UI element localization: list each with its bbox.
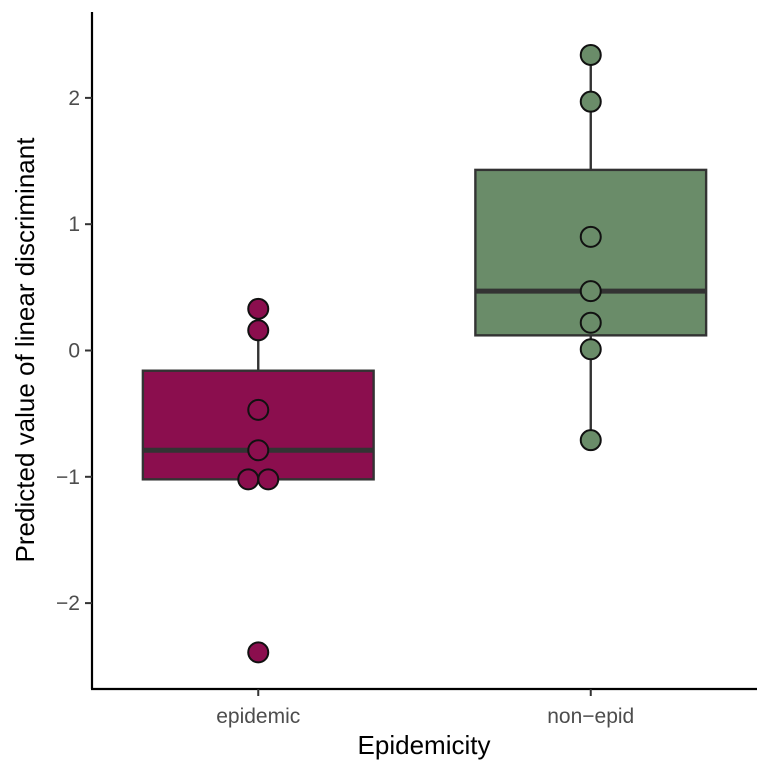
data-point (247, 641, 270, 664)
y-tick-label: −2 (56, 592, 80, 615)
data-point (237, 468, 260, 491)
data-point (579, 429, 602, 452)
data-point (247, 398, 270, 421)
data-point (247, 439, 270, 462)
y-tick-label: 1 (68, 213, 80, 236)
data-point (247, 319, 270, 342)
data-point (579, 338, 602, 361)
y-tick-label: 0 (68, 340, 80, 363)
x-ticks: epidemic non−epid (216, 689, 634, 728)
x-axis-title: Epidemicity (358, 730, 491, 760)
data-point (579, 43, 602, 66)
data-point (579, 280, 602, 303)
y-axis-title: Predicted value of linear discriminant (10, 137, 40, 563)
box-rect (474, 168, 708, 337)
data-point (579, 225, 602, 248)
box-group (474, 43, 708, 452)
y-tick-label: −1 (56, 466, 80, 489)
box-rect (141, 369, 375, 481)
marks-layer (141, 43, 708, 664)
data-point (247, 297, 270, 320)
data-point (257, 468, 280, 491)
box-group (141, 297, 375, 664)
y-tick-label: 2 (68, 87, 80, 110)
data-point (579, 90, 602, 113)
data-point (579, 311, 602, 334)
x-tick-label: epidemic (216, 705, 300, 728)
x-tick-label: non−epid (547, 705, 634, 728)
y-ticks: −2 −1 0 1 2 (56, 87, 92, 615)
